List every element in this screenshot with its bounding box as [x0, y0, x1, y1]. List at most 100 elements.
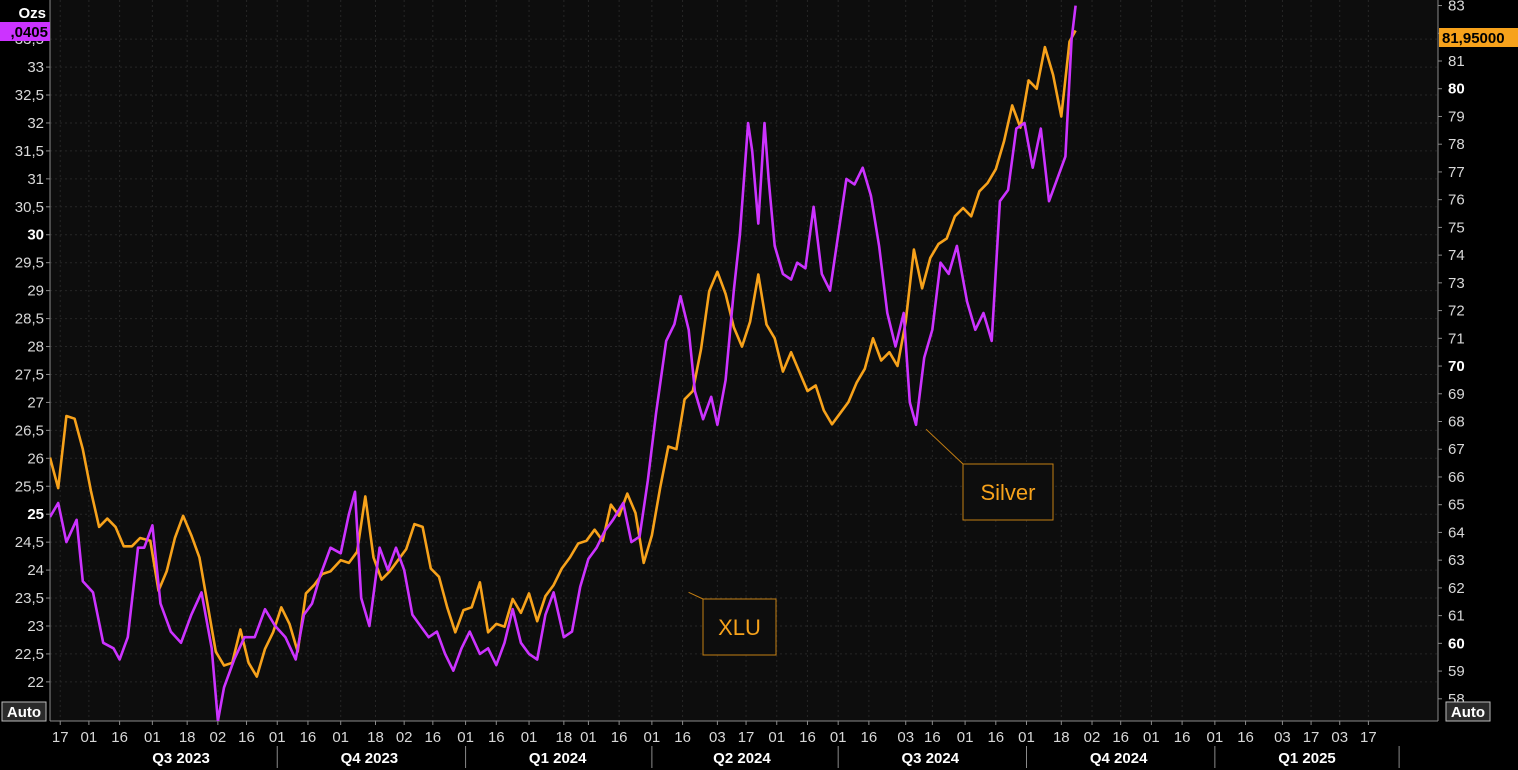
x-tick-label: 01	[1143, 729, 1160, 746]
annotation-label-silver: Silver	[980, 480, 1035, 505]
series-line-silver	[50, 5, 1077, 721]
x-tick-label: 16	[111, 729, 128, 746]
x-tick-label: 03	[709, 729, 726, 746]
x-tick-label: 16	[1174, 729, 1191, 746]
left-tick-label: 31,5	[15, 143, 44, 160]
x-tick-label: 16	[488, 729, 505, 746]
right-tick-label: 62	[1448, 580, 1465, 597]
quarter-label: Q1 2025	[1278, 750, 1336, 767]
quarter-label: Q1 2024	[529, 750, 587, 767]
right-tick-label: 66	[1448, 469, 1465, 486]
x-tick-label: 02	[210, 729, 227, 746]
x-tick-label: 01	[81, 729, 98, 746]
x-tick-label: 16	[924, 729, 941, 746]
x-tick-label: 02	[1084, 729, 1101, 746]
x-tick-label: 16	[799, 729, 816, 746]
left-tick-label: 24,5	[15, 534, 44, 551]
right-tick-label: 72	[1448, 303, 1465, 320]
right-tick-label: 69	[1448, 386, 1465, 403]
x-tick-label: 16	[424, 729, 441, 746]
left-tick-label: 31	[27, 171, 44, 188]
auto-button-right-label: Auto	[1451, 704, 1485, 721]
left-tick-label: 27	[27, 394, 44, 411]
right-tick-label: 78	[1448, 136, 1465, 153]
x-tick-label: 18	[179, 729, 196, 746]
left-tick-label: 30,5	[15, 199, 44, 216]
x-tick-label: 16	[861, 729, 878, 746]
right-tick-label: 77	[1448, 164, 1465, 181]
left-tick-label: 29	[27, 283, 44, 300]
annotations: Silver XLU	[688, 428, 1054, 656]
right-tick-label: 63	[1448, 552, 1465, 569]
right-tick-label: 59	[1448, 663, 1465, 680]
left-tick-label: 28,5	[15, 311, 44, 328]
x-tick-label: 01	[768, 729, 785, 746]
x-tick-label: 01	[332, 729, 349, 746]
annotation-leader-silver	[925, 428, 964, 465]
x-tick-label: 01	[269, 729, 286, 746]
left-tick-label: 25	[27, 506, 44, 523]
x-tick-label: 01	[521, 729, 538, 746]
quarter-label: Q3 2023	[152, 750, 210, 767]
right-tick-label: 70	[1448, 358, 1465, 375]
series-line-xlu	[50, 29, 1077, 678]
left-tick-label: 23,5	[15, 590, 44, 607]
annotation-leader-xlu	[688, 591, 704, 600]
right-tick-label: 65	[1448, 497, 1465, 514]
quarter-label: Q4 2024	[1090, 750, 1148, 767]
left-tick-label: 22,5	[15, 646, 44, 663]
left-last-value-label: ,0405	[10, 24, 48, 41]
auto-button-left	[1, 701, 47, 722]
right-tick-label: 80	[1448, 81, 1465, 98]
x-tick-label: 02	[396, 729, 413, 746]
right-tick-label: 71	[1448, 330, 1465, 347]
quarter-label: Q4 2023	[341, 750, 399, 767]
x-tick-label: 01	[144, 729, 161, 746]
x-tick-label: 16	[300, 729, 317, 746]
x-tick-label: 16	[987, 729, 1004, 746]
series	[50, 5, 1077, 721]
x-tick-label: 01	[957, 729, 974, 746]
x-tick-label: 17	[738, 729, 755, 746]
x-tick-label: 16	[1112, 729, 1129, 746]
x-tick-label: 01	[1207, 729, 1224, 746]
x-tick-label: 18	[1053, 729, 1070, 746]
x-tick-label: 01	[1018, 729, 1035, 746]
annotation-label-xlu: XLU	[718, 615, 761, 640]
right-tick-label: 74	[1448, 247, 1465, 264]
right-tick-label: 73	[1448, 275, 1465, 292]
left-axis-unit-label: Ozs	[18, 5, 46, 22]
left-tick-label: 33	[27, 59, 44, 76]
x-tick-label: 16	[1237, 729, 1254, 746]
quarter-label: Q3 2024	[902, 750, 960, 767]
grid	[50, 0, 1438, 721]
auto-button-right	[1445, 701, 1491, 722]
left-tick-label: 28	[27, 339, 44, 356]
annotation-box-xlu	[702, 598, 777, 656]
annotation-box-silver	[962, 463, 1054, 521]
x-tick-label: 01	[457, 729, 474, 746]
left-tick-label: 25,5	[15, 478, 44, 495]
x-tick-label: 03	[897, 729, 914, 746]
left-tick-label: 29,5	[15, 255, 44, 272]
x-tick-label: 17	[1303, 729, 1320, 746]
x-tick-label: 16	[674, 729, 691, 746]
x-tick-label: 03	[1274, 729, 1291, 746]
left-tick-label: 26	[27, 450, 44, 467]
right-last-value-tag	[1439, 28, 1518, 47]
right-last-value-label: 81,95000	[1442, 30, 1505, 47]
right-tick-label: 79	[1448, 108, 1465, 125]
left-tick-label: 24	[27, 562, 44, 579]
left-tick-label: 32	[27, 115, 44, 132]
right-tick-label: 68	[1448, 414, 1465, 431]
right-tick-label: 76	[1448, 192, 1465, 209]
left-tick-label: 32,5	[15, 87, 44, 104]
x-tick-label: 01	[830, 729, 847, 746]
x-tick-label: 03	[1331, 729, 1348, 746]
right-tick-label: 64	[1448, 524, 1465, 541]
x-tick-label: 17	[52, 729, 69, 746]
x-tick-label: 17	[1360, 729, 1377, 746]
right-tick-label: 83	[1448, 0, 1465, 15]
x-tick-label: 18	[367, 729, 384, 746]
